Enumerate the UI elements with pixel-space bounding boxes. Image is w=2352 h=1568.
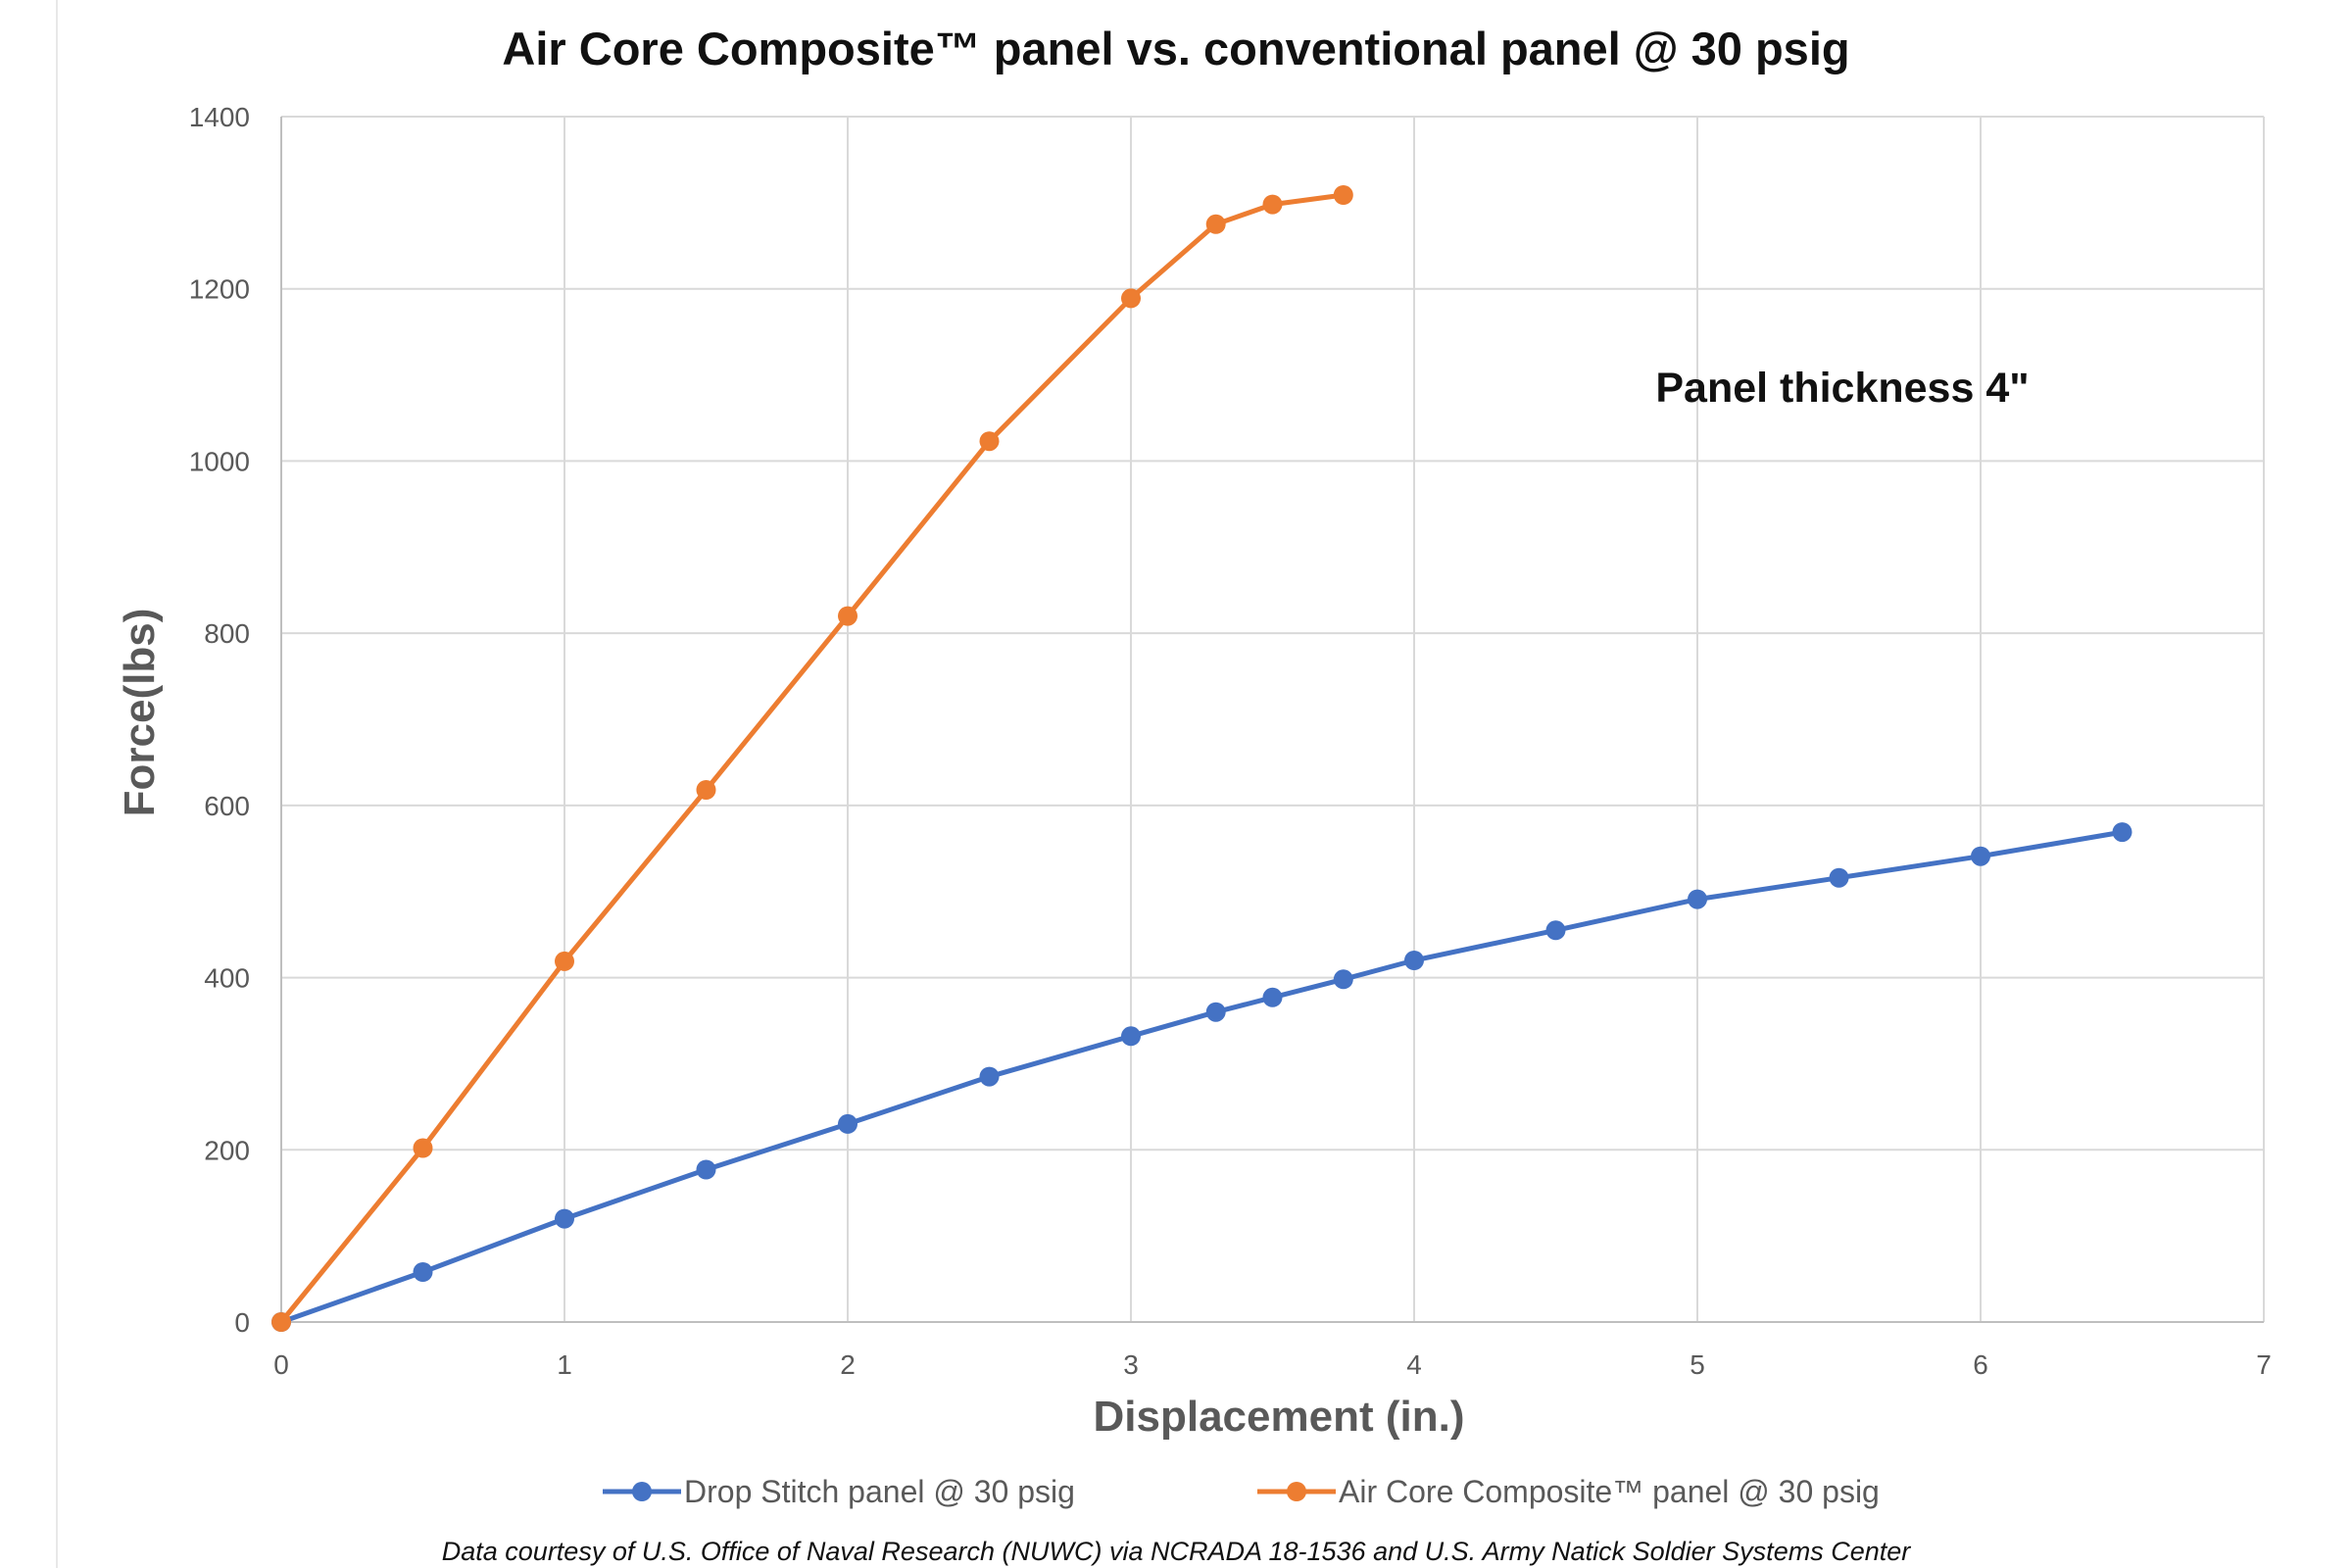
y-axis-label: Force(lbs) — [116, 609, 164, 817]
legend-item-drop-stitch: Drop Stitch panel @ 30 psig — [603, 1474, 1075, 1509]
data-point-drop-stitch — [2112, 822, 2132, 843]
y-tick-label: 1400 — [189, 102, 250, 132]
data-point-air-core — [979, 431, 1000, 452]
data-point-air-core — [1121, 288, 1141, 309]
chart-series — [271, 185, 2132, 1332]
data-point-drop-stitch — [1829, 867, 1849, 888]
data-point-drop-stitch — [413, 1262, 433, 1282]
data-point-drop-stitch — [979, 1066, 1000, 1087]
data-point-drop-stitch — [1333, 969, 1353, 990]
y-tick-label: 400 — [204, 963, 250, 994]
y-tick-label: 600 — [204, 791, 250, 821]
chart-title: Air Core Composite™ panel vs. convention… — [502, 23, 1849, 74]
data-point-air-core — [555, 951, 574, 971]
panel-thickness-annotation: Panel thickness 4" — [1655, 365, 2029, 412]
y-tick-label: 1000 — [189, 446, 250, 476]
data-point-air-core — [838, 606, 858, 626]
legend-item-air-core: Air Core Composite™ panel @ 30 psig — [1257, 1474, 1880, 1509]
data-point-drop-stitch — [1205, 1002, 1226, 1022]
x-tick-label: 7 — [2256, 1349, 2272, 1380]
data-point-air-core — [271, 1312, 291, 1332]
x-axis-label: Displacement (in.) — [1094, 1393, 1465, 1441]
y-tick-label: 0 — [234, 1307, 250, 1338]
y-tick-label: 1200 — [189, 274, 250, 305]
data-point-drop-stitch — [1688, 889, 1707, 909]
data-point-drop-stitch — [838, 1113, 858, 1134]
chart-gridlines — [281, 116, 2265, 1322]
x-tick-label: 2 — [840, 1349, 856, 1380]
series-line-air-core — [278, 192, 1347, 1325]
data-source-footnote: Data courtesy of U.S. Office of Naval Re… — [442, 1537, 1911, 1566]
data-point-air-core — [1205, 214, 1226, 234]
x-tick-label: 6 — [1973, 1349, 1988, 1380]
x-axis-ticks: 0 1 2 3 4 5 6 7 — [273, 1349, 2272, 1380]
series-line-drop-stitch — [278, 829, 2125, 1325]
y-tick-label: 800 — [204, 618, 250, 649]
y-tick-label: 200 — [204, 1135, 250, 1165]
data-point-drop-stitch — [696, 1159, 716, 1180]
data-point-drop-stitch — [1404, 951, 1424, 970]
x-tick-label: 3 — [1123, 1349, 1139, 1380]
legend-marker-drop-stitch — [632, 1482, 652, 1501]
x-tick-label: 1 — [557, 1349, 572, 1380]
data-point-drop-stitch — [1545, 920, 1566, 941]
chart-legend: Drop Stitch panel @ 30 psig Air Core Com… — [603, 1474, 1880, 1509]
chart-axes — [280, 117, 2264, 1323]
series-air-core — [271, 185, 1353, 1332]
page-left-border — [56, 0, 58, 1568]
series-drop-stitch — [271, 822, 2132, 1332]
data-point-air-core — [413, 1138, 433, 1158]
legend-label-air-core: Air Core Composite™ panel @ 30 psig — [1339, 1474, 1880, 1509]
data-point-air-core — [1333, 185, 1353, 205]
legend-label-drop-stitch: Drop Stitch panel @ 30 psig — [684, 1474, 1075, 1509]
data-point-drop-stitch — [1121, 1026, 1141, 1047]
x-tick-label: 4 — [1406, 1349, 1422, 1380]
data-point-drop-stitch — [555, 1208, 574, 1229]
y-axis-ticks: 0 200 400 600 800 1000 1200 1400 — [189, 102, 250, 1338]
data-point-drop-stitch — [1262, 987, 1283, 1007]
x-tick-label: 0 — [273, 1349, 289, 1380]
data-point-air-core — [1262, 194, 1283, 215]
data-point-air-core — [696, 780, 716, 800]
data-point-drop-stitch — [1971, 846, 1990, 866]
x-tick-label: 5 — [1690, 1349, 1705, 1380]
legend-marker-air-core — [1287, 1482, 1306, 1501]
